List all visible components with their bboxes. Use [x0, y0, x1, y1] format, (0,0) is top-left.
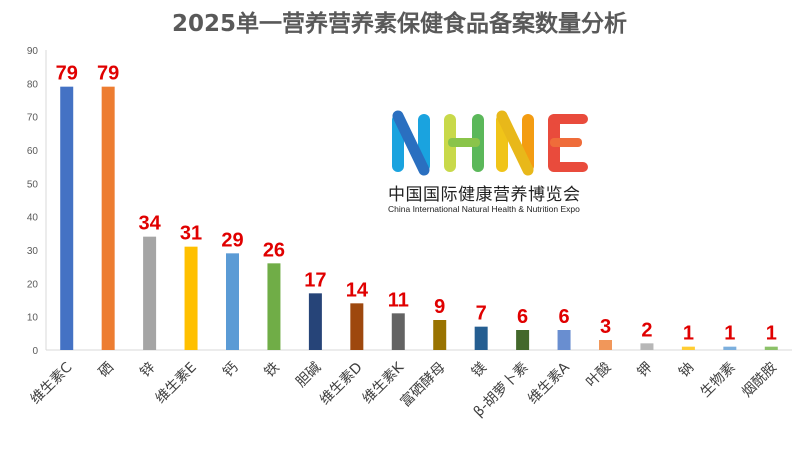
x-tick-label: 生物素 [698, 360, 739, 401]
chart-title: 2025单一营养营养素保健食品备案数量分析 [171, 11, 627, 37]
data-label: 14 [346, 279, 369, 301]
data-label: 31 [180, 223, 202, 245]
bar [557, 330, 571, 350]
y-tick-label: 80 [27, 79, 39, 90]
data-label: 1 [724, 323, 735, 345]
y-tick-label: 0 [32, 346, 38, 357]
y-tick-label: 70 [27, 113, 39, 124]
x-tick-label: 镁 [469, 360, 490, 381]
x-tick-label: 钠 [676, 360, 697, 381]
x-tick-label: 维生素A [525, 359, 573, 407]
bar [764, 346, 778, 350]
data-label: 26 [263, 239, 285, 261]
y-tick-label: 60 [27, 146, 39, 157]
nhne-logo: 中国国际健康营养博览会 China International Natural … [388, 108, 608, 218]
x-tick-label: 钙 [220, 360, 241, 381]
x-tick-label: 叶酸 [583, 360, 614, 391]
bar [101, 86, 115, 351]
bar [474, 326, 488, 350]
y-tick-label: 50 [27, 179, 39, 190]
bar [723, 346, 737, 350]
bar [184, 246, 198, 350]
y-tick-label: 10 [27, 313, 39, 324]
x-tick-label: 铁 [262, 360, 283, 381]
data-label: 6 [558, 306, 569, 328]
data-label: 6 [517, 306, 528, 328]
data-label: 34 [138, 213, 161, 235]
data-label: 9 [434, 296, 445, 318]
nhne-logo-mark [392, 110, 588, 176]
x-tick-label: 硒 [96, 360, 117, 381]
y-tick-label: 40 [27, 213, 39, 224]
x-tick-label: 钾 [635, 360, 656, 381]
y-tick-label: 20 [27, 279, 39, 290]
bar [599, 340, 612, 350]
data-label: 1 [766, 323, 777, 345]
x-tick-label: 锌 [137, 360, 158, 381]
logo-chinese-text: 中国国际健康营养博览会 [388, 185, 581, 205]
data-label: 3 [600, 316, 611, 338]
x-tick-label: 富硒酵母 [397, 359, 449, 411]
bar [60, 86, 74, 351]
y-tick-label: 30 [27, 246, 39, 257]
bar [433, 320, 447, 350]
bar [391, 313, 405, 350]
bar [681, 346, 695, 350]
bar [226, 253, 239, 350]
logo-english-text: China International Natural Health & Nut… [388, 204, 580, 214]
x-tick-label: 维生素C [28, 359, 76, 407]
data-label: 11 [388, 289, 409, 311]
bar [267, 263, 281, 350]
data-label: 79 [56, 63, 78, 85]
x-tick-label: 胆碱 [293, 360, 324, 391]
data-label: 17 [304, 269, 326, 291]
data-label: 1 [683, 323, 694, 345]
bar [308, 293, 322, 350]
data-label: 7 [476, 303, 487, 325]
y-tick-label: 90 [27, 46, 39, 57]
x-tick-label: 维生素D [317, 360, 366, 409]
bar [640, 343, 654, 350]
data-label: 29 [221, 229, 243, 251]
bar [143, 236, 157, 350]
data-label: 2 [641, 319, 652, 341]
data-label: 79 [97, 63, 119, 85]
bar [516, 330, 530, 350]
x-tick-label: 烟酰胺 [739, 360, 780, 401]
x-tick-label: 维生素E [153, 360, 200, 407]
bar [350, 303, 364, 350]
